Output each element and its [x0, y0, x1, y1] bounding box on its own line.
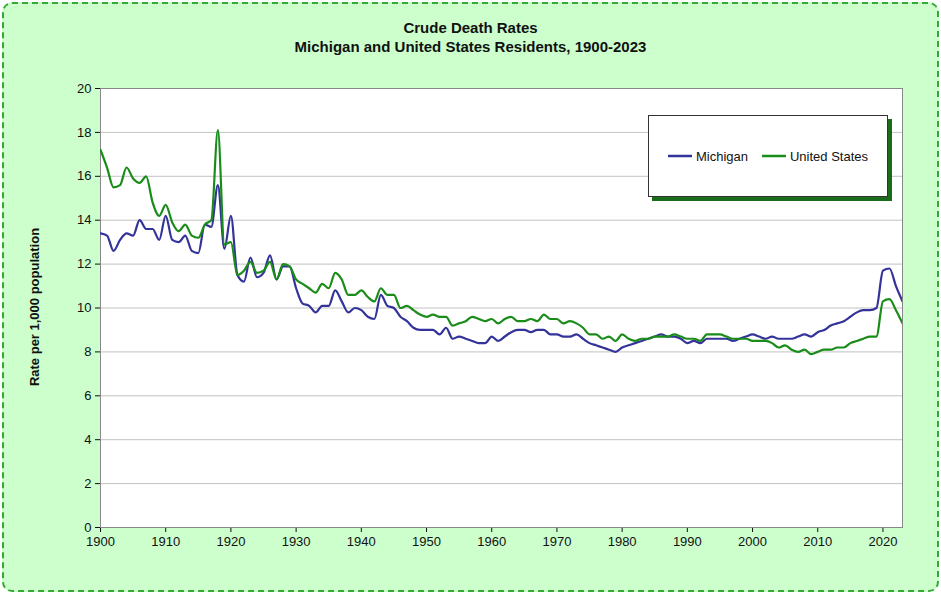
svg-text:1910: 1910	[151, 534, 180, 549]
svg-text:2020: 2020	[868, 534, 897, 549]
svg-text:1960: 1960	[477, 534, 506, 549]
svg-text:1980: 1980	[608, 534, 637, 549]
svg-text:18: 18	[77, 125, 91, 140]
svg-text:14: 14	[77, 212, 91, 227]
html-text:United States: United States	[790, 148, 868, 164]
svg-text:4: 4	[84, 432, 91, 447]
html-text:Michigan: Michigan	[696, 148, 748, 164]
svg-text:2010: 2010	[803, 534, 832, 549]
svg-text:1990: 1990	[673, 534, 702, 549]
html-text:Rate per 1,000 population: Rate per 1,000 population	[26, 227, 42, 387]
html-text:Crude Death Rates: Crude Death Rates	[403, 19, 538, 36]
svg-text:1950: 1950	[412, 534, 441, 549]
html-text:Michigan and United States Res: Michigan and United States Residents, 19…	[294, 38, 647, 55]
svg-text:6: 6	[84, 388, 91, 403]
svg-text:1970: 1970	[542, 534, 571, 549]
svg-text:1930: 1930	[282, 534, 311, 549]
svg-text:0: 0	[84, 520, 91, 535]
svg-text:16: 16	[77, 168, 91, 183]
svg-text:8: 8	[84, 344, 91, 359]
svg-text:1920: 1920	[216, 534, 245, 549]
svg-text:20: 20	[77, 81, 91, 96]
svg-text:1900: 1900	[86, 534, 115, 549]
svg-text:2000: 2000	[738, 534, 767, 549]
svg-text:2: 2	[84, 476, 91, 491]
svg-text:1940: 1940	[347, 534, 376, 549]
svg-text:12: 12	[77, 256, 91, 271]
svg-text:10: 10	[77, 300, 91, 315]
